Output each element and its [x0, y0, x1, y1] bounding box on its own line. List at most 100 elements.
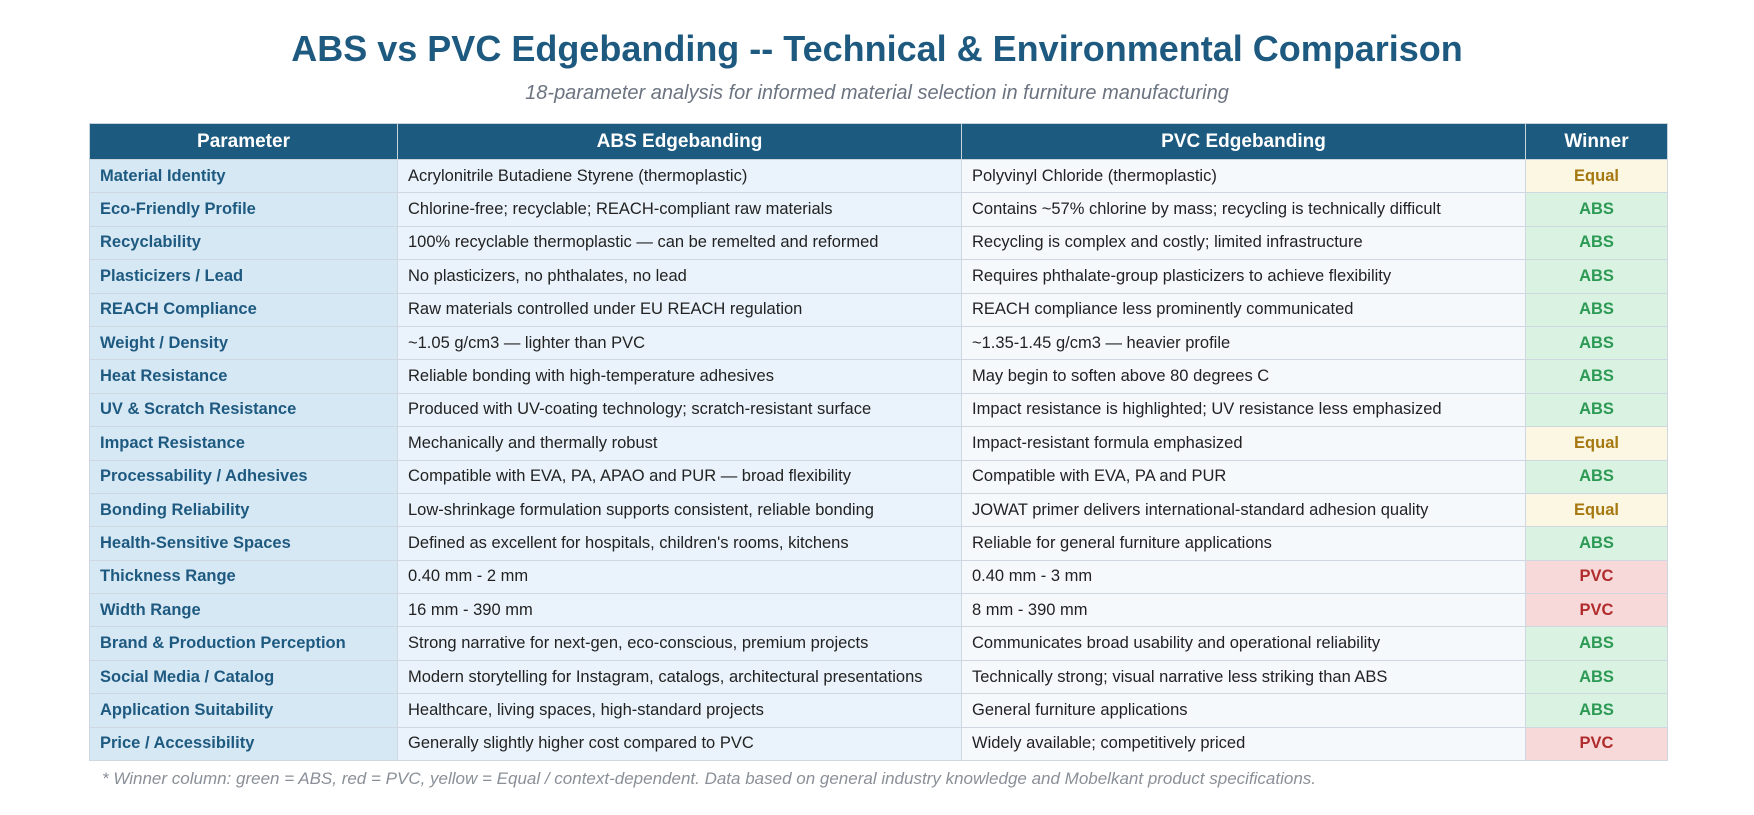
parameter-cell: Heat Resistance [89, 359, 398, 394]
abs-cell: Mechanically and thermally robust [397, 426, 962, 461]
winner-badge: ABS [1525, 693, 1668, 728]
winner-badge: ABS [1525, 325, 1668, 361]
table-row: Recyclability 100% recyclable thermoplast… [89, 225, 1668, 261]
pvc-cell: Contains ~57% chlorine by mass; recyclin… [961, 192, 1526, 227]
winner-badge: ABS [1525, 359, 1668, 394]
abs-cell: Raw materials controlled under EU REACH … [397, 292, 962, 327]
winner-badge: Equal [1525, 492, 1668, 528]
winner-badge: PVC [1525, 726, 1668, 762]
abs-cell: Produced with UV-coating technology; scr… [397, 392, 962, 428]
pvc-cell: May begin to soften above 80 degrees C [961, 359, 1526, 394]
table-body: Material Identity Acrylonitrile Butadiene… [89, 158, 1668, 762]
pvc-cell: Impact-resistant formula emphasized [961, 426, 1526, 461]
parameter-cell: Bonding Reliability [89, 492, 398, 528]
abs-cell: ~1.05 g/cm3 — lighter than PVC [397, 325, 962, 361]
table-row: Application Suitability Healthcare, livin… [89, 693, 1668, 728]
pvc-cell: Polyvinyl Chloride (thermoplastic) [961, 158, 1526, 194]
pvc-cell: Widely available; competitively priced [961, 726, 1526, 762]
column-header-parameter: Parameter [89, 123, 398, 160]
parameter-cell: Eco-Friendly Profile [89, 192, 398, 227]
pvc-cell: JOWAT primer delivers international-stan… [961, 492, 1526, 528]
abs-cell: 100% recyclable thermoplastic — can be r… [397, 225, 962, 261]
table-row: Weight / Density ~1.05 g/cm3 — lighter th… [89, 325, 1668, 361]
abs-cell: 16 mm - 390 mm [397, 593, 962, 628]
parameter-cell: UV & Scratch Resistance [89, 392, 398, 428]
winner-badge: ABS [1525, 392, 1668, 428]
page-subtitle: 18-parameter analysis for informed mater… [525, 82, 1229, 104]
table-row: Material Identity Acrylonitrile Butadiene… [89, 158, 1668, 194]
table-row: Heat Resistance Reliable bonding with hig… [89, 359, 1668, 394]
parameter-cell: REACH Compliance [89, 292, 398, 327]
table-row: UV & Scratch Resistance Produced with UV-… [89, 392, 1668, 428]
pvc-cell: REACH compliance less prominently commun… [961, 292, 1526, 327]
parameter-cell: Price / Accessibility [89, 726, 398, 762]
table-row: Social Media / Catalog Modern storytellin… [89, 659, 1668, 695]
pvc-cell: Reliable for general furniture applicati… [961, 526, 1526, 561]
table-row: REACH Compliance Raw materials controlled… [89, 292, 1668, 327]
winner-badge: ABS [1525, 259, 1668, 294]
winner-badge: ABS [1525, 626, 1668, 661]
table-row: Plasticizers / Lead No plasticizers, no p… [89, 259, 1668, 294]
pvc-cell: Communicates broad usability and operati… [961, 626, 1526, 661]
abs-cell: Healthcare, living spaces, high-standard… [397, 693, 962, 728]
page-title: ABS vs PVC Edgebanding -- Technical & En… [291, 28, 1463, 69]
abs-cell: Generally slightly higher cost compared … [397, 726, 962, 762]
pvc-cell: ~1.35-1.45 g/cm3 — heavier profile [961, 325, 1526, 361]
pvc-cell: 0.40 mm - 3 mm [961, 559, 1526, 595]
parameter-cell: Processability / Adhesives [89, 459, 398, 494]
pvc-cell: General furniture applications [961, 693, 1526, 728]
abs-cell: Chlorine-free; recyclable; REACH-complia… [397, 192, 962, 227]
parameter-cell: Social Media / Catalog [89, 659, 398, 695]
abs-cell: 0.40 mm - 2 mm [397, 559, 962, 595]
column-header-winner: Winner [1525, 123, 1668, 160]
pvc-cell: Technically strong; visual narrative les… [961, 659, 1526, 695]
parameter-cell: Health-Sensitive Spaces [89, 526, 398, 561]
winner-badge: Equal [1525, 426, 1668, 461]
abs-cell: Modern storytelling for Instagram, catal… [397, 659, 962, 695]
abs-cell: No plasticizers, no phthalates, no lead [397, 259, 962, 294]
parameter-cell: Application Suitability [89, 693, 398, 728]
pvc-cell: Impact resistance is highlighted; UV res… [961, 392, 1526, 428]
winner-badge: ABS [1525, 526, 1668, 561]
table-row: Brand & Production Perception Strong narr… [89, 626, 1668, 661]
column-header-abs: ABS Edgebanding [397, 123, 962, 160]
abs-cell: Strong narrative for next-gen, eco-consc… [397, 626, 962, 661]
pvc-cell: Compatible with EVA, PA and PUR [961, 459, 1526, 494]
table-row: Eco-Friendly Profile Chlorine-free; recyc… [89, 192, 1668, 227]
winner-badge: PVC [1525, 593, 1668, 628]
abs-cell: Compatible with EVA, PA, APAO and PUR — … [397, 459, 962, 494]
parameter-cell: Plasticizers / Lead [89, 259, 398, 294]
pvc-cell: Recycling is complex and costly; limited… [961, 225, 1526, 261]
winner-badge: ABS [1525, 292, 1668, 327]
table-row: Health-Sensitive Spaces Defined as excell… [89, 526, 1668, 561]
winner-badge: PVC [1525, 559, 1668, 595]
table-row: Processability / Adhesives Compatible wit… [89, 459, 1668, 494]
parameter-cell: Brand & Production Perception [89, 626, 398, 661]
pvc-cell: 8 mm - 390 mm [961, 593, 1526, 628]
abs-cell: Defined as excellent for hospitals, chil… [397, 526, 962, 561]
table-row: Impact Resistance Mechanically and therma… [89, 426, 1668, 461]
winner-badge: ABS [1525, 659, 1668, 695]
parameter-cell: Recyclability [89, 225, 398, 261]
parameter-cell: Material Identity [89, 158, 398, 194]
abs-cell: Acrylonitrile Butadiene Styrene (thermop… [397, 158, 962, 194]
table-header-row: Parameter ABS Edgebanding PVC Edgebandin… [89, 123, 1668, 160]
abs-cell: Reliable bonding with high-temperature a… [397, 359, 962, 394]
comparison-table: Parameter ABS Edgebanding PVC Edgebandin… [89, 123, 1668, 762]
parameter-cell: Weight / Density [89, 325, 398, 361]
table-row: Bonding Reliability Low-shrinkage formula… [89, 492, 1668, 528]
footnote: * Winner column: green = ABS, red = PVC,… [102, 769, 1317, 788]
parameter-cell: Thickness Range [89, 559, 398, 595]
parameter-cell: Impact Resistance [89, 426, 398, 461]
winner-badge: Equal [1525, 158, 1668, 194]
winner-badge: ABS [1525, 225, 1668, 261]
table-row: Width Range 16 mm - 390 mm 8 mm - 390 mm PV… [89, 593, 1668, 628]
column-header-pvc: PVC Edgebanding [961, 123, 1526, 160]
abs-cell: Low-shrinkage formulation supports consi… [397, 492, 962, 528]
parameter-cell: Width Range [89, 593, 398, 628]
pvc-cell: Requires phthalate-group plasticizers to… [961, 259, 1526, 294]
winner-badge: ABS [1525, 459, 1668, 494]
winner-badge: ABS [1525, 192, 1668, 227]
table-row: Thickness Range 0.40 mm - 2 mm 0.40 mm - 3… [89, 559, 1668, 595]
table-row: Price / Accessibility Generally slightly … [89, 726, 1668, 762]
